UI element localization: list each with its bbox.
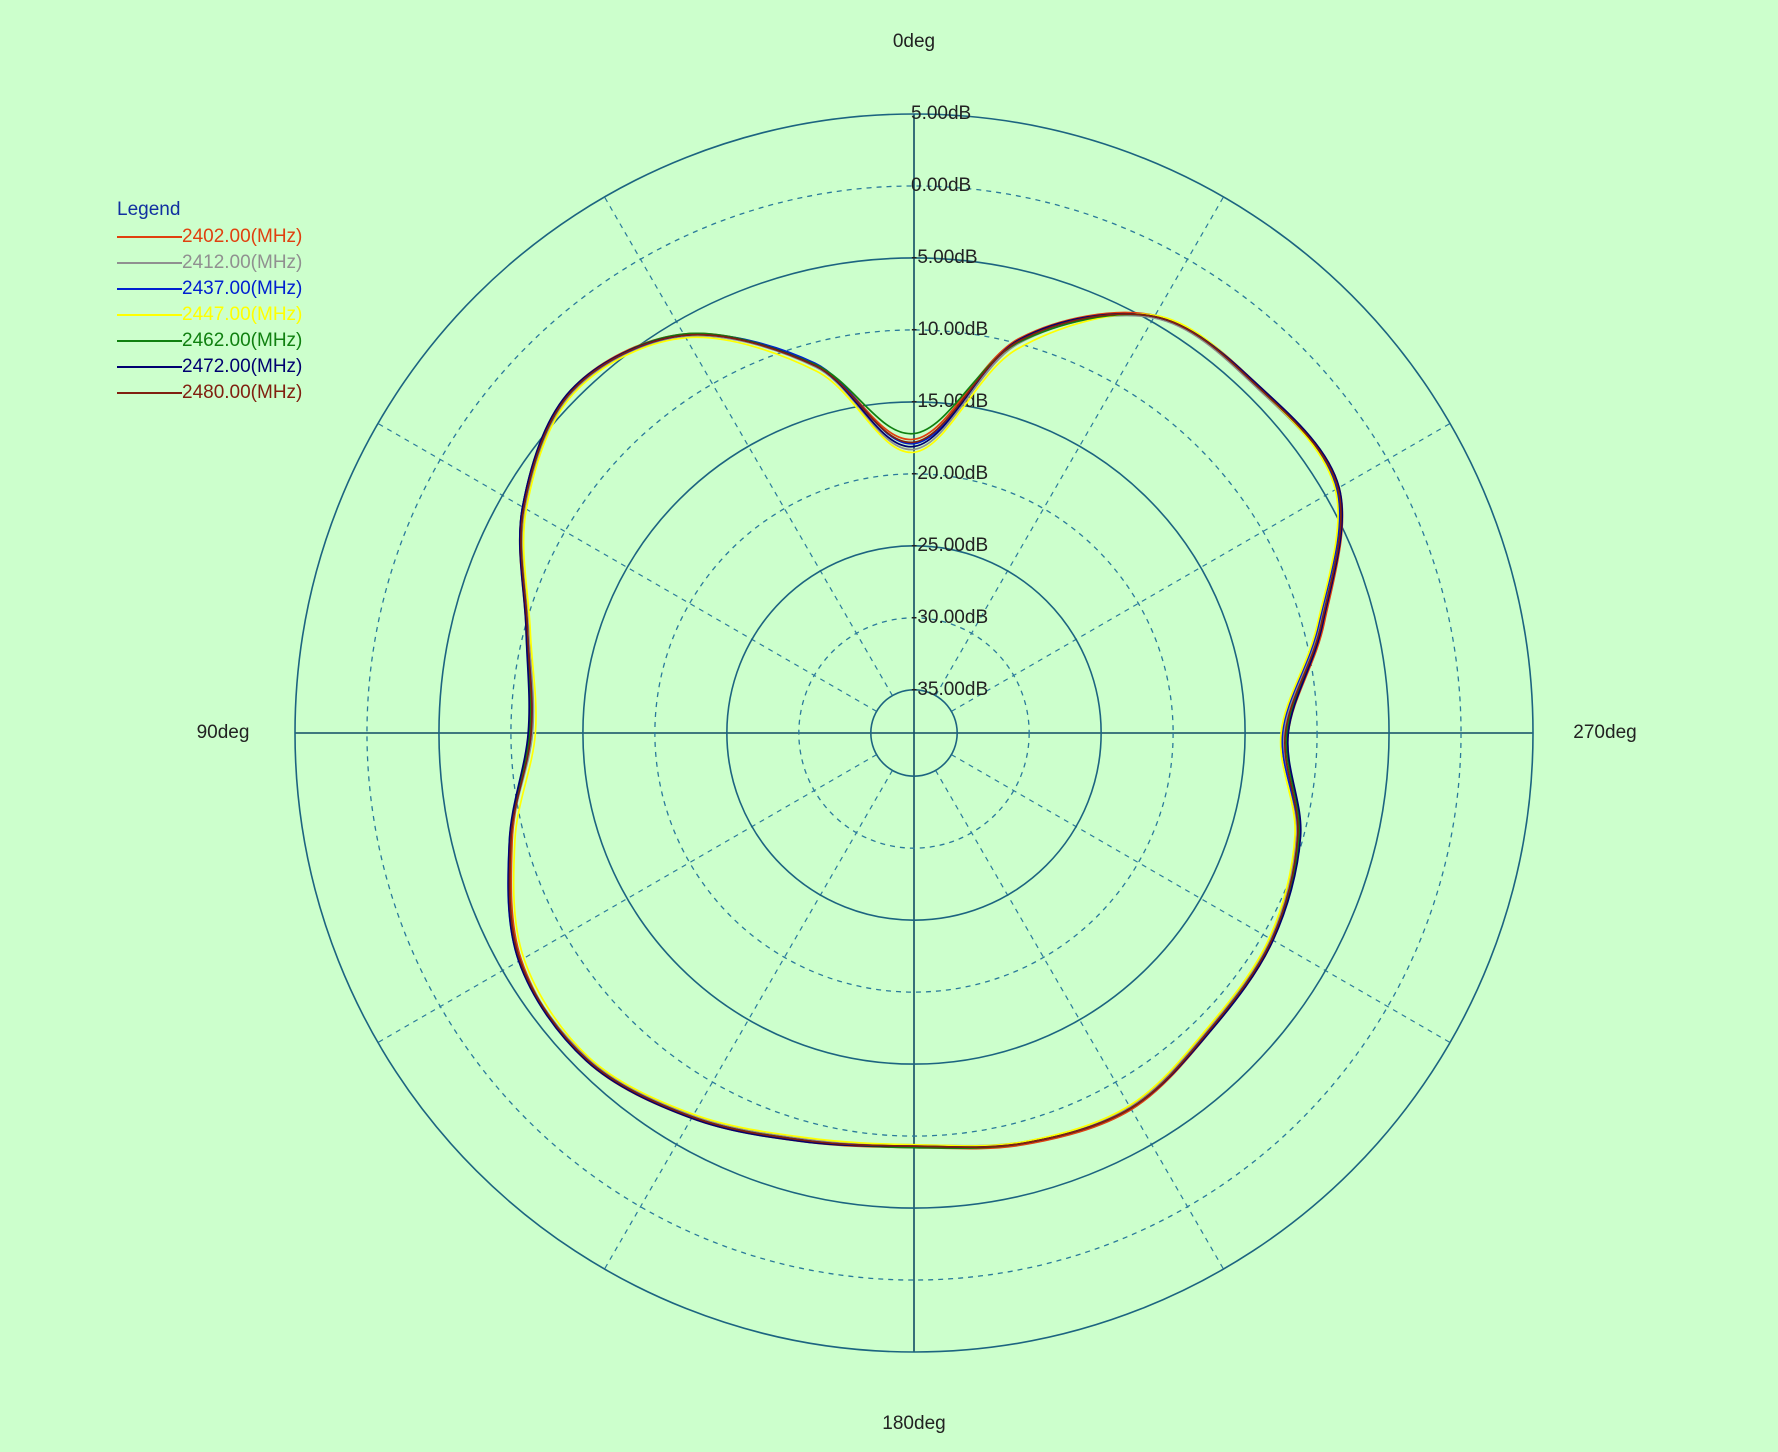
- r-grid-circle: [726, 545, 1102, 921]
- r-grid-circle: [510, 329, 1318, 1137]
- r-tick-label: -20.00dB: [911, 463, 988, 484]
- r-grid-circle: [294, 113, 1534, 1353]
- theta-tick-label: 90deg: [197, 722, 250, 743]
- r-tick-label: -10.00dB: [911, 319, 988, 340]
- r-grid-circle: [366, 185, 1462, 1281]
- legend-label: 2480.00(MHz): [182, 382, 302, 403]
- legend-label: 2462.00(MHz): [182, 330, 302, 351]
- legend-label: 2437.00(MHz): [182, 278, 302, 299]
- r-tick-label: 5.00dB: [911, 103, 971, 124]
- r-grid-circle: [798, 617, 1030, 849]
- r-tick-label: -30.00dB: [911, 607, 988, 628]
- r-tick-label: -35.00dB: [911, 679, 988, 700]
- r-tick-label: 0.00dB: [911, 175, 971, 196]
- legend-title: Legend: [117, 199, 180, 220]
- r-grid-circle: [870, 689, 958, 777]
- r-grid-circle: [654, 473, 1174, 993]
- theta-tick-label: 180deg: [882, 1413, 945, 1434]
- r-grid-circle: [438, 257, 1390, 1209]
- legend-label: 2402.00(MHz): [182, 226, 302, 247]
- theta-tick-label: 0deg: [893, 31, 935, 52]
- r-tick-label: -15.00dB: [911, 391, 988, 412]
- r-grid-circle: [582, 401, 1246, 1065]
- legend-label: 2447.00(MHz): [182, 304, 302, 325]
- series-line: [512, 313, 1339, 1147]
- series-line: [508, 313, 1342, 1149]
- r-tick-label: -5.00dB: [911, 247, 978, 268]
- theta-tick-label: 270deg: [1573, 722, 1636, 743]
- legend-label: 2472.00(MHz): [182, 356, 302, 377]
- legend-label: 2412.00(MHz): [182, 252, 302, 273]
- r-tick-label: -25.00dB: [911, 535, 988, 556]
